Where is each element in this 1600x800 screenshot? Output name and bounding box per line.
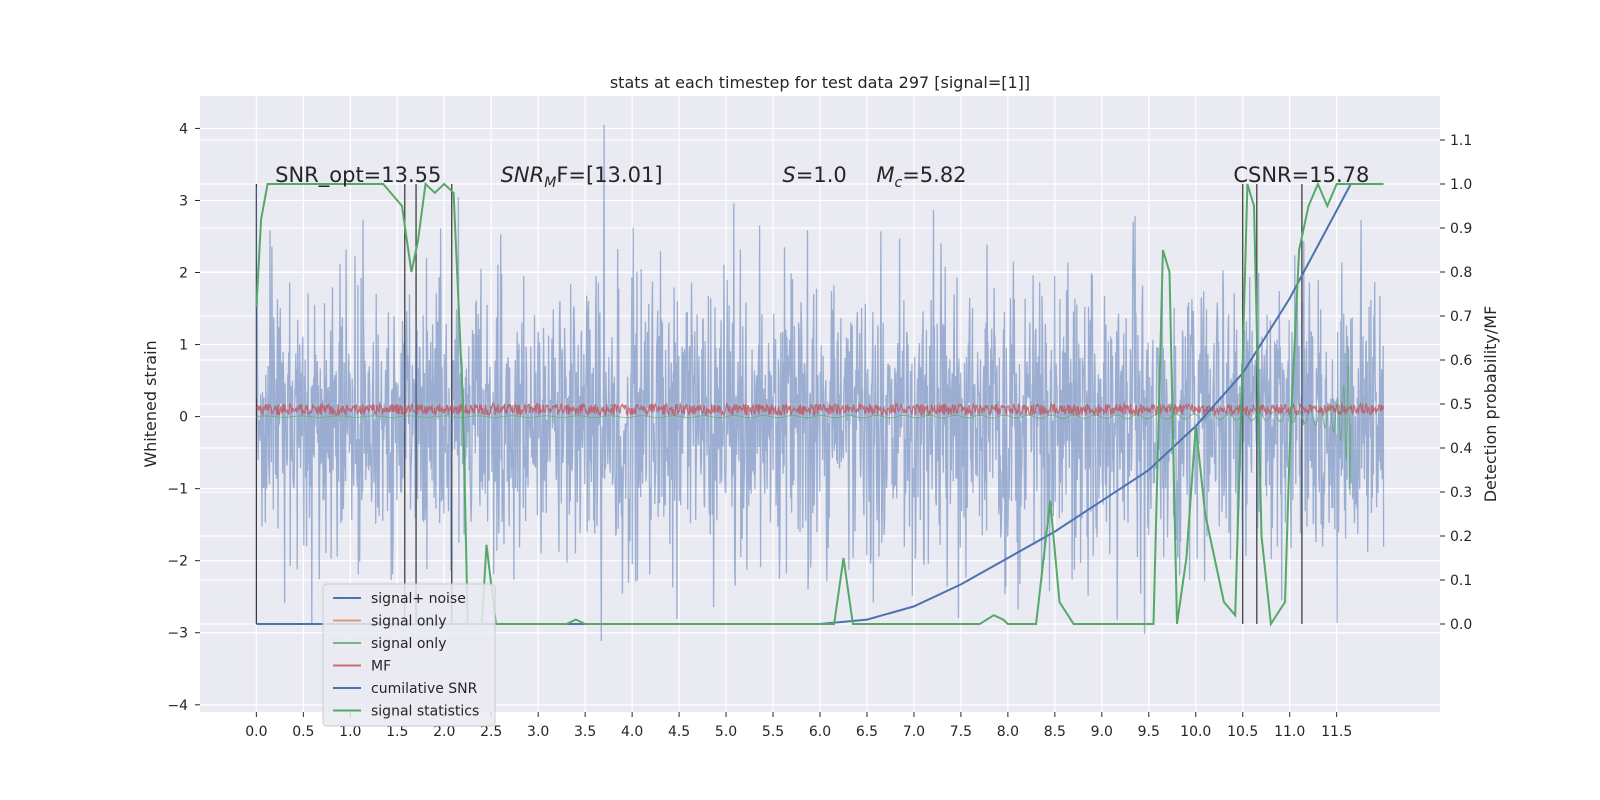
y2-tick-label: 0.2 <box>1450 529 1472 545</box>
legend-label: signal+ noise <box>371 591 466 607</box>
y2-tick-label: 0.9 <box>1450 221 1472 237</box>
y-tick-label: −2 <box>167 554 188 570</box>
x-tick-label: 9.0 <box>1091 724 1113 740</box>
chart-title: stats at each timestep for test data 297… <box>610 73 1030 92</box>
y-tick-label: 2 <box>179 266 188 282</box>
legend-label: signal only <box>371 614 446 630</box>
x-tick-label: 7.5 <box>950 724 972 740</box>
x-tick-label: 7.0 <box>903 724 925 740</box>
x-tick-label: 3.0 <box>527 724 549 740</box>
y-tick-label: −1 <box>167 482 188 498</box>
legend-label: signal only <box>371 636 446 652</box>
y2-tick-label: 0.4 <box>1450 441 1472 457</box>
series-signal-plus-noise <box>255 124 1385 642</box>
y-tick-label: 0 <box>179 410 188 426</box>
x-tick-label: 8.5 <box>1044 724 1066 740</box>
series-layer <box>255 124 1385 642</box>
y2-tick-label: 0.6 <box>1450 353 1472 369</box>
annotation-mc: Mc=5.82 <box>876 163 966 191</box>
legend-label: cumilative SNR <box>371 681 478 697</box>
legend: signal+ noise signal only signal only MF cum… <box>322 583 496 727</box>
legend-label: MF <box>371 659 391 675</box>
x-tick-label: 2.0 <box>433 724 455 740</box>
x-tick-label: 9.5 <box>1138 724 1160 740</box>
annotation-csnr: CSNR=15.78 <box>1233 163 1369 187</box>
series-signal-statistics <box>255 181 1384 627</box>
x-tick-label: 1.5 <box>386 724 408 740</box>
y-tick-label: 1 <box>179 338 188 354</box>
y2-axis-label: Detection probability/MF <box>1481 306 1500 503</box>
annotation-snr_opt: SNR_opt=13.55 <box>275 163 441 188</box>
y-tick-label: −4 <box>167 698 188 714</box>
annotation-s: S=1.0 <box>782 163 846 187</box>
x-tick-label: 5.0 <box>715 724 737 740</box>
x-tick-label: 10.0 <box>1180 724 1211 740</box>
y2-tick-label: 0.8 <box>1450 265 1472 281</box>
y2-tick-label: 0.7 <box>1450 309 1472 325</box>
x-tick-label: 0.0 <box>245 724 267 740</box>
series-signal-only-green <box>256 345 1352 496</box>
y-tick-label: −3 <box>167 626 188 642</box>
y2-tick-label: 1.0 <box>1450 177 1472 193</box>
y2-tick-label: 0.3 <box>1450 485 1472 501</box>
y-tick-label: 3 <box>179 193 188 209</box>
x-tick-label: 10.5 <box>1227 724 1258 740</box>
y2-tick-label: 0.1 <box>1450 573 1472 589</box>
axes: 0.0 0.5 1.0 1.5 2.0 2.5 3.0 3.5 4.0 4.5 5.0 5.5 6.0 6… <box>167 121 1472 740</box>
x-tick-label: 0.5 <box>292 724 314 740</box>
y2-tick-label: 0.0 <box>1450 617 1472 633</box>
y2-tick-label: 1.1 <box>1450 133 1472 149</box>
x-tick-label: 5.5 <box>762 724 784 740</box>
series-mf <box>255 401 1385 418</box>
annotation-snr_mf: SNRMF=[13.01] <box>501 163 663 191</box>
x-tick-label: 8.0 <box>997 724 1019 740</box>
series-cumulative-snr <box>256 183 1352 625</box>
legend-box <box>322 583 496 727</box>
x-tick-label: 4.0 <box>621 724 643 740</box>
legend-label: signal statistics <box>371 704 479 720</box>
x-tick-label: 2.5 <box>480 724 502 740</box>
x-tick-label: 6.5 <box>856 724 878 740</box>
y2-tick-label: 0.5 <box>1450 397 1472 413</box>
x-tick-label: 4.5 <box>668 724 690 740</box>
x-tick-label: 6.0 <box>809 724 831 740</box>
x-tick-label: 1.0 <box>339 724 361 740</box>
annotations: SNR_opt=13.55 SNRMF=[13.01] S=1.0 Mc=5.82 CS… <box>275 163 1369 191</box>
x-tick-label: 3.5 <box>574 724 596 740</box>
y-axis-label: Whitened strain <box>141 340 160 467</box>
x-tick-label: 11.0 <box>1274 724 1305 740</box>
x-tick-label: 11.5 <box>1321 724 1352 740</box>
y-tick-label: 4 <box>179 121 188 137</box>
